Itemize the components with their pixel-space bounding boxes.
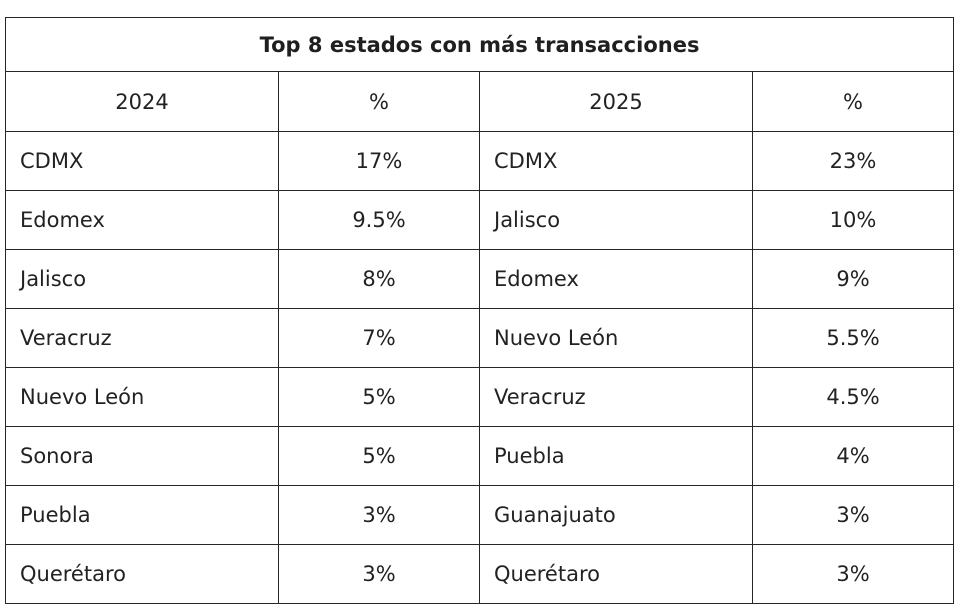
state-2025-cell: Edomex bbox=[479, 249, 753, 309]
state-2025-cell: Puebla bbox=[479, 426, 753, 486]
table-title-row: Top 8 estados con más transacciones bbox=[4, 17, 955, 72]
header-year-2025: 2025 bbox=[479, 71, 753, 132]
table-header-row: 2024 % 2025 % bbox=[5, 71, 955, 132]
pct-2025-cell: 9% bbox=[751, 249, 955, 309]
state-2025-cell: Nuevo León bbox=[479, 308, 753, 368]
header-pct-2024: % bbox=[278, 71, 480, 132]
state-2024-cell: Veracruz bbox=[5, 308, 279, 368]
pct-2024-cell: 5% bbox=[278, 426, 480, 486]
table-title: Top 8 estados con más transacciones bbox=[4, 17, 955, 72]
pct-2024-cell: 3% bbox=[278, 485, 480, 545]
state-2025-cell: CDMX bbox=[479, 131, 753, 191]
pct-2025-cell: 3% bbox=[751, 485, 955, 545]
state-2025-cell: Jalisco bbox=[479, 190, 753, 250]
state-2024-cell: Nuevo León bbox=[5, 367, 279, 427]
pct-2024-cell: 3% bbox=[278, 544, 480, 604]
top-states-table: Top 8 estados con más transacciones 2024… bbox=[4, 17, 955, 604]
state-2024-cell: Sonora bbox=[5, 426, 279, 486]
state-2024-cell: Edomex bbox=[5, 190, 279, 250]
pct-2025-cell: 10% bbox=[751, 190, 955, 250]
pct-2024-cell: 5% bbox=[278, 367, 480, 427]
state-2024-cell: CDMX bbox=[5, 131, 279, 191]
pct-2025-cell: 23% bbox=[751, 131, 955, 191]
header-pct-2025: % bbox=[751, 71, 955, 132]
state-2024-cell: Querétaro bbox=[5, 544, 279, 604]
state-2025-cell: Querétaro bbox=[479, 544, 753, 604]
pct-2024-cell: 17% bbox=[278, 131, 480, 191]
table-body: CDMX 17% CDMX 23% Edomex 9.5% Jalisco 10% Jalisc… bbox=[5, 131, 955, 604]
table-row: Edomex 9.5% Jalisco 10% bbox=[5, 190, 955, 250]
pct-2025-cell: 4.5% bbox=[751, 367, 955, 427]
table-row: Jalisco 8% Edomex 9% bbox=[5, 249, 955, 309]
state-2025-cell: Guanajuato bbox=[479, 485, 753, 545]
state-2024-cell: Puebla bbox=[5, 485, 279, 545]
pct-2024-cell: 9.5% bbox=[278, 190, 480, 250]
state-2025-cell: Veracruz bbox=[479, 367, 753, 427]
pct-2024-cell: 8% bbox=[278, 249, 480, 309]
states-table-container: Top 8 estados con más transacciones 2024… bbox=[4, 17, 955, 604]
pct-2024-cell: 7% bbox=[278, 308, 480, 368]
header-year-2024: 2024 bbox=[5, 71, 279, 132]
pct-2025-cell: 5.5% bbox=[751, 308, 955, 368]
pct-2025-cell: 4% bbox=[751, 426, 955, 486]
state-2024-cell: Jalisco bbox=[5, 249, 279, 309]
pct-2025-cell: 3% bbox=[751, 544, 955, 604]
table-row: CDMX 17% CDMX 23% bbox=[5, 131, 955, 191]
table-row: Nuevo León 5% Veracruz 4.5% bbox=[5, 367, 955, 427]
table-row: Puebla 3% Guanajuato 3% bbox=[5, 485, 955, 545]
table-row: Sonora 5% Puebla 4% bbox=[5, 426, 955, 486]
table-row: Veracruz 7% Nuevo León 5.5% bbox=[5, 308, 955, 368]
table-row: Querétaro 3% Querétaro 3% bbox=[5, 544, 955, 604]
